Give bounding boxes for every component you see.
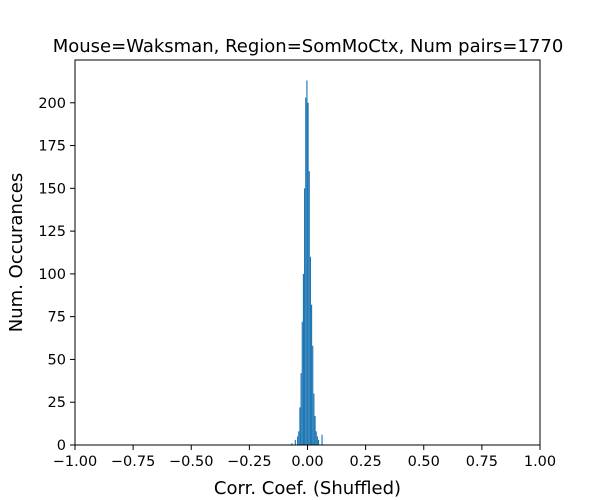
y-axis-label: Num. Occurances	[6, 173, 27, 332]
histogram-bar	[305, 97, 307, 446]
histogram-bar	[321, 434, 323, 445]
y-axis: 0 25 50 75 100 125 150 175 200	[38, 96, 75, 454]
x-tick-label: 0.25	[349, 454, 381, 470]
histogram-bar	[306, 80, 308, 446]
histogram-bar	[291, 443, 293, 445]
x-tick-label: 0.00	[291, 454, 323, 470]
histogram-bar	[315, 431, 317, 445]
x-tick-label: 0.75	[466, 454, 498, 470]
y-tick-label: 75	[48, 310, 66, 326]
histogram-bar	[313, 393, 315, 445]
y-tick-label: 50	[48, 352, 66, 368]
y-tick-label: 175	[38, 139, 66, 155]
histogram-bar	[297, 436, 299, 445]
chart-title: Mouse=Waksman, Region=SomMoCtx, Num pair…	[53, 36, 564, 57]
x-tick-label: 0.50	[408, 454, 440, 470]
histogram-bars	[291, 80, 323, 446]
histogram-bar	[300, 373, 302, 445]
histogram-bar	[308, 171, 310, 445]
x-tick-label: −0.25	[227, 454, 271, 470]
histogram-bar	[302, 273, 305, 445]
y-tick-label: 200	[38, 96, 66, 112]
histogram-bar	[314, 415, 316, 445]
histogram-bar	[312, 345, 314, 445]
histogram-bar	[317, 439, 320, 445]
histogram-bar	[301, 321, 303, 445]
x-axis-label: Corr. Coef. (Shuffled)	[214, 478, 401, 499]
histogram-bar	[304, 188, 306, 446]
histogram-bar	[298, 431, 300, 445]
x-tick-label: −0.50	[169, 454, 213, 470]
x-axis: −1.00 −0.75 −0.50 −0.25 0.00 0.25 0.50 0.75 1.00	[53, 445, 556, 470]
y-tick-label: 100	[38, 267, 66, 283]
histogram-bar	[316, 436, 318, 445]
histogram-bar	[294, 439, 296, 445]
histogram-bar	[299, 407, 301, 445]
x-tick-label: −0.75	[111, 454, 155, 470]
y-tick-label: 150	[38, 181, 66, 197]
histogram-bar	[309, 256, 311, 445]
histogram-bar	[307, 102, 309, 446]
histogram-bar	[310, 304, 313, 445]
x-tick-label: 1.00	[524, 454, 556, 470]
x-tick-label: −1.00	[53, 454, 97, 470]
y-tick-label: 0	[57, 438, 66, 454]
y-tick-label: 25	[48, 395, 66, 411]
y-tick-label: 125	[38, 224, 66, 240]
axes-frame	[74, 59, 541, 446]
